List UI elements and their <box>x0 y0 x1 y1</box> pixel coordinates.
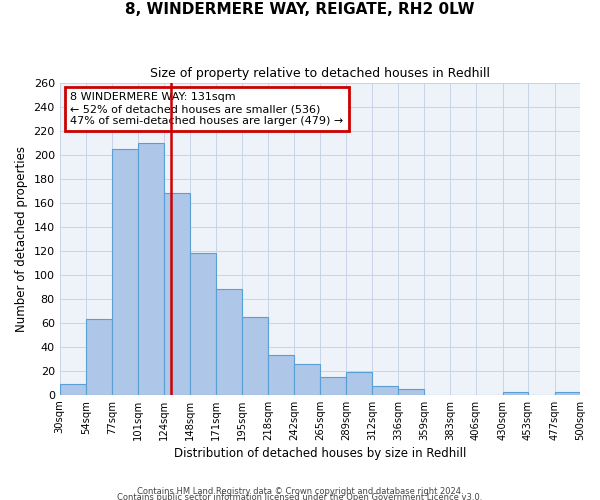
Text: Contains public sector information licensed under the Open Government Licence v3: Contains public sector information licen… <box>118 492 482 500</box>
Bar <box>503 392 528 395</box>
Bar <box>372 386 398 395</box>
Text: 8, WINDERMERE WAY, REIGATE, RH2 0LW: 8, WINDERMERE WAY, REIGATE, RH2 0LW <box>125 2 475 18</box>
Bar <box>86 320 112 395</box>
Text: 8 WINDERMERE WAY: 131sqm
← 52% of detached houses are smaller (536)
47% of semi-: 8 WINDERMERE WAY: 131sqm ← 52% of detach… <box>70 92 343 126</box>
Bar <box>242 317 268 395</box>
Bar <box>398 389 424 395</box>
Bar <box>164 194 190 395</box>
Bar <box>268 355 295 395</box>
Bar <box>112 149 138 395</box>
Y-axis label: Number of detached properties: Number of detached properties <box>15 146 28 332</box>
Bar <box>346 372 372 395</box>
Bar <box>190 254 216 395</box>
Bar <box>216 290 242 395</box>
Bar <box>320 377 346 395</box>
Bar <box>554 392 580 395</box>
Bar <box>138 143 164 395</box>
Title: Size of property relative to detached houses in Redhill: Size of property relative to detached ho… <box>150 68 490 80</box>
Bar <box>295 364 320 395</box>
Bar <box>59 384 86 395</box>
X-axis label: Distribution of detached houses by size in Redhill: Distribution of detached houses by size … <box>173 447 466 460</box>
Text: Contains HM Land Registry data © Crown copyright and database right 2024.: Contains HM Land Registry data © Crown c… <box>137 487 463 496</box>
